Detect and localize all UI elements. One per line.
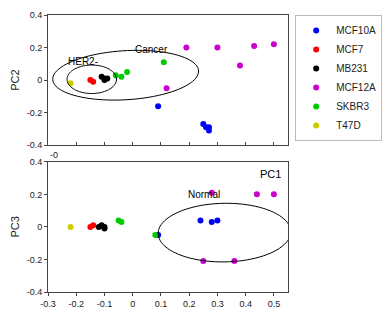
svg-text:-0.4: -0.4	[27, 287, 43, 297]
svg-text:0.2: 0.2	[30, 190, 43, 200]
svg-text:-0.3: -0.3	[40, 299, 56, 309]
svg-text:-0.4: -0.4	[27, 140, 43, 150]
svg-text:0: 0	[37, 222, 42, 232]
svg-text:Cancer: Cancer	[135, 44, 168, 55]
svg-text:MCF12A: MCF12A	[336, 82, 376, 93]
svg-text:Normal: Normal	[188, 189, 220, 200]
svg-text:HER2-: HER2-	[68, 56, 98, 67]
svg-text:MCF10A: MCF10A	[336, 25, 376, 36]
svg-text:0.2: 0.2	[30, 43, 43, 53]
svg-text:0.4: 0.4	[239, 299, 252, 309]
svg-text:-0.2: -0.2	[27, 255, 43, 265]
svg-text:-0.2: -0.2	[27, 108, 43, 118]
svg-text:0.4: 0.4	[30, 10, 43, 20]
svg-text:SKBR3: SKBR3	[336, 101, 369, 112]
svg-text:-0: -0	[50, 150, 58, 160]
svg-text:0.5: 0.5	[268, 299, 281, 309]
svg-text:-0.2: -0.2	[68, 299, 84, 309]
svg-text:0.3: 0.3	[211, 299, 224, 309]
svg-text:PC1: PC1	[260, 168, 281, 180]
svg-text:0: 0	[37, 75, 42, 85]
svg-text:-0.1: -0.1	[97, 299, 113, 309]
svg-text:0: 0	[130, 299, 135, 309]
svg-text:0.4: 0.4	[30, 157, 43, 167]
svg-text:PC2: PC2	[9, 69, 21, 90]
svg-text:PC3: PC3	[9, 216, 21, 237]
svg-text:0.2: 0.2	[183, 299, 196, 309]
svg-text:MCF7: MCF7	[336, 44, 364, 55]
svg-text:0.1: 0.1	[155, 299, 168, 309]
svg-text:MB231: MB231	[336, 63, 368, 74]
svg-text:T47D: T47D	[336, 120, 360, 131]
